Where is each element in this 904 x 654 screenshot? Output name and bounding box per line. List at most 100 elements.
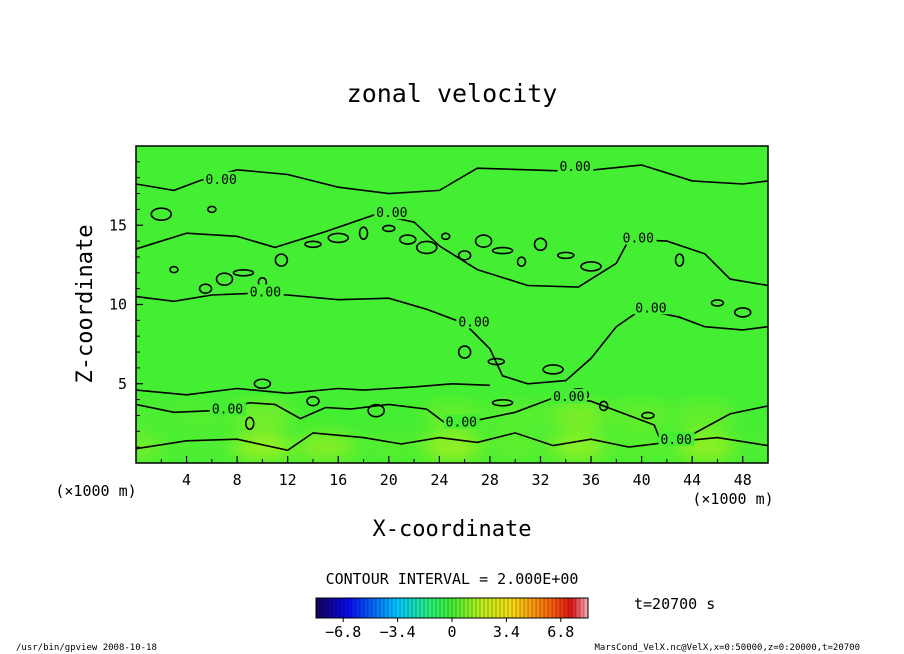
- x-tick-label: 20: [380, 471, 398, 489]
- x-tick-label: 8: [233, 471, 242, 489]
- contour-island: [491, 246, 514, 255]
- contour-island: [232, 268, 255, 277]
- colorbar-cell: [419, 597, 425, 619]
- colorbar-cell: [403, 597, 409, 619]
- colorbar-cell: [567, 597, 573, 619]
- contour-label-bg: [658, 431, 695, 446]
- contour-line: [136, 432, 768, 452]
- contour-label-bg: [209, 401, 246, 416]
- field-cell: [485, 401, 546, 430]
- colorbar-tick-label: 3.4: [493, 623, 520, 641]
- colorbar-cell: [495, 597, 501, 619]
- colorbar-cell: [483, 597, 489, 619]
- colorbar-cell: [347, 597, 353, 619]
- contour-island: [491, 398, 514, 407]
- colorbar-cell: [443, 597, 449, 619]
- contour-island: [415, 240, 438, 255]
- contour-island: [215, 272, 234, 286]
- colorbar-cell: [499, 597, 505, 619]
- colorbar-cell: [515, 597, 521, 619]
- colorbar-cell: [343, 597, 349, 619]
- contour-label: 0.00: [212, 403, 243, 418]
- contour-island: [367, 403, 385, 418]
- field-cell: [169, 433, 230, 462]
- field-cell: [611, 433, 672, 462]
- colorbar-cell: [519, 597, 525, 619]
- contour-island: [253, 378, 272, 390]
- y-tick-label: 15: [109, 216, 127, 234]
- colorbar-cell: [411, 597, 417, 619]
- colorbar-cell: [555, 597, 561, 619]
- colorbar-cell: [551, 597, 557, 619]
- colorbar-cell: [511, 597, 517, 619]
- colorbar-cell: [439, 597, 445, 619]
- contour-label-bg: [443, 414, 480, 429]
- colorbar-cell: [471, 597, 477, 619]
- y-axis-label: Z-coordinate: [73, 225, 98, 384]
- contour-label-bg: [620, 230, 657, 245]
- colorbar-cell: [559, 597, 565, 619]
- colorbar-cell: [319, 597, 325, 619]
- contour-island: [440, 232, 451, 241]
- colorbar-cell: [355, 597, 361, 619]
- colorbar-cell: [375, 597, 381, 619]
- colorbar-cell: [351, 597, 357, 619]
- contour-label: 0.00: [635, 301, 666, 316]
- field-cell: [738, 433, 768, 462]
- x-tick-label: 24: [430, 471, 448, 489]
- contour-island: [358, 226, 369, 240]
- contour-label: 0.00: [623, 232, 654, 247]
- plot-area: 0.00 0.00 0.00 0.00 0.00 0.00 0.00 0.00 0.00 0.00…: [136, 146, 768, 463]
- contour-label-bg: [374, 205, 411, 220]
- colorbar-cell: [539, 597, 545, 619]
- colorbar-cell: [507, 597, 513, 619]
- contour-island: [274, 253, 289, 267]
- contour-label: 0.00: [250, 285, 281, 300]
- colorbar-cell: [543, 597, 549, 619]
- colorbar-cell: [423, 597, 429, 619]
- colorbar-cell: [563, 597, 569, 619]
- contour-island: [304, 240, 322, 249]
- y-tick-label: 10: [109, 296, 127, 314]
- x-tick-label: 12: [279, 471, 297, 489]
- x-axis-label: X-coordinate: [373, 517, 532, 542]
- colorbar-cell: [335, 597, 341, 619]
- x-unit-right: (×1000 m): [692, 490, 773, 508]
- colorbar-cell: [435, 597, 441, 619]
- field-cell: [485, 433, 546, 462]
- contour-island: [516, 256, 527, 268]
- chart-title: zonal velocity: [347, 79, 558, 108]
- contour-label-bg: [203, 171, 240, 186]
- contour-label-bg: [557, 159, 594, 174]
- contour-label-bg: [633, 300, 670, 315]
- colorbar-cell: [391, 597, 397, 619]
- x-axis-ticks: 4 8 12 16 20 24 28 32 36 40 44 48: [160, 456, 752, 489]
- colorbar-cell: [379, 597, 385, 619]
- contour-island: [710, 299, 725, 307]
- field-cell: [548, 433, 609, 462]
- contour-island: [198, 283, 213, 294]
- colorbar-cell: [327, 597, 333, 619]
- y-tick-label: 5: [118, 375, 127, 393]
- contour-label: 0.00: [661, 433, 692, 448]
- contour-label-layer: 0.00 0.00 0.00 0.00 0.00 0.00 0.00 0.00 0.00 0.00…: [203, 159, 695, 448]
- colorbar-cell: [331, 597, 337, 619]
- contour-island: [381, 224, 396, 233]
- x-unit-left: (×1000 m): [55, 482, 136, 500]
- contour-island: [580, 261, 602, 272]
- colorbar-cell: [571, 597, 577, 619]
- colorbar-tick-label: 0: [447, 623, 456, 641]
- contour-island: [150, 207, 173, 221]
- x-tick-label: 4: [182, 471, 191, 489]
- time-label: t=20700 s: [634, 595, 715, 613]
- colorbar-cell: [447, 597, 453, 619]
- contour-island: [327, 232, 350, 244]
- colorbar-cell: [387, 597, 393, 619]
- colorbar-cell: [467, 597, 473, 619]
- colorbar-tick-label: 6.8: [547, 623, 574, 641]
- colorbar-cell: [431, 597, 437, 619]
- field-cell: [232, 433, 293, 462]
- colorbar-cell: [491, 597, 497, 619]
- colorbar-cell: [415, 597, 421, 619]
